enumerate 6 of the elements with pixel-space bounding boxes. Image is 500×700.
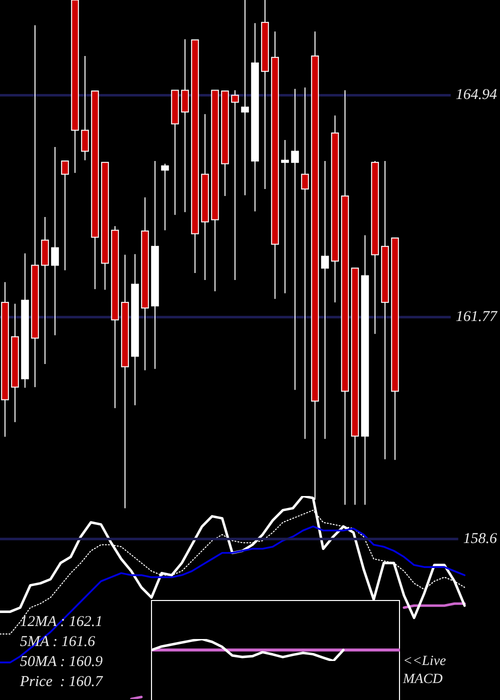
y-tick-label: 161.77 (456, 309, 498, 326)
y-tick-label: 164.94 (456, 87, 498, 104)
annotation: Price : 160.7 (20, 673, 103, 692)
annotation: 50MA : 160.9 (20, 653, 103, 672)
annotation: <<Live MACD (403, 653, 447, 689)
y-tick-label: 158.6 (463, 530, 498, 547)
